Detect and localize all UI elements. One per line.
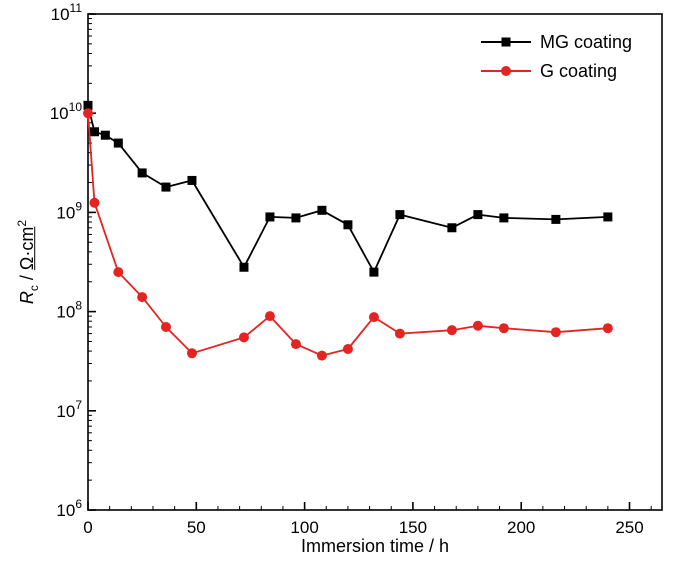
data-point-marker: [291, 213, 301, 223]
x-tick-label: 150: [399, 518, 427, 537]
g-coating-legend-marker-icon: [481, 66, 531, 76]
y-tick-label: 109: [56, 199, 82, 222]
data-point-marker: [83, 108, 93, 119]
y-axis-units-exponent: 2: [15, 219, 30, 227]
y-tick-label: 106: [56, 497, 82, 520]
plot-frame: [87, 13, 663, 511]
data-point-marker: [447, 223, 457, 233]
data-point-marker: [446, 325, 457, 336]
data-point-marker: [499, 213, 509, 223]
x-tick-label: 0: [83, 518, 92, 537]
y-tick-label: 1010: [50, 100, 83, 123]
data-point-marker: [603, 212, 613, 222]
data-point-marker: [473, 210, 483, 220]
data-point-marker: [317, 205, 327, 215]
data-point-marker: [395, 210, 405, 220]
data-point-marker: [113, 267, 124, 278]
data-point-marker: [290, 339, 301, 350]
data-point-marker: [89, 197, 100, 208]
data-point-marker: [550, 327, 561, 338]
y-axis-separator: /: [17, 270, 38, 286]
y-tick-label: 108: [56, 299, 82, 322]
data-point-marker: [342, 343, 353, 354]
x-axis-title-text: Immersion time / h: [300, 536, 450, 556]
legend-label-g-coating: G coating: [540, 61, 618, 81]
y-axis-symbol-subscript: c: [26, 285, 41, 292]
mg-coating-legend-marker-icon: [481, 37, 531, 47]
data-point-marker: [316, 350, 327, 361]
x-tick-label: 100: [290, 518, 318, 537]
data-point-marker: [343, 220, 353, 230]
data-point-marker: [498, 323, 509, 334]
data-point-marker: [100, 130, 110, 140]
data-point-marker: [113, 138, 123, 148]
legend-label-mg-coating: MG coating: [540, 32, 633, 52]
x-tick-label: 250: [615, 518, 643, 537]
data-point-marker: [264, 311, 275, 322]
y-axis-units: Ω·cm: [17, 226, 38, 271]
data-point-marker: [472, 320, 483, 331]
y-axis-title: Rc / Ω·cm2: [15, 220, 41, 304]
data-point-marker: [238, 332, 249, 343]
y-tick-label: 107: [56, 398, 82, 421]
data-point-marker: [187, 175, 197, 185]
data-point-marker: [89, 127, 99, 137]
data-point-marker: [137, 168, 147, 178]
legend: MG coating G coating: [480, 33, 632, 80]
x-axis-title: Immersion time / h: [301, 536, 449, 557]
data-point-marker: [186, 348, 197, 359]
data-point-marker: [161, 182, 171, 192]
data-point-marker: [551, 214, 561, 224]
series-line-g-coating: [87, 112, 609, 357]
data-point-marker: [265, 212, 275, 222]
x-tick-label: 50: [187, 518, 206, 537]
data-point-marker: [83, 100, 93, 110]
legend-item-g-coating: G coating: [480, 62, 632, 80]
data-point-marker: [239, 262, 249, 272]
data-point-marker: [394, 328, 405, 339]
data-point-marker: [369, 267, 379, 277]
data-point-marker: [137, 292, 148, 303]
legend-item-mg-coating: MG coating: [480, 33, 632, 51]
data-point-marker: [368, 312, 379, 323]
y-tick-label: 1011: [51, 1, 83, 24]
y-axis-symbol: R: [17, 291, 38, 305]
x-tick-label: 200: [507, 518, 535, 537]
data-point-marker: [160, 321, 171, 332]
data-point-marker: [602, 323, 613, 334]
